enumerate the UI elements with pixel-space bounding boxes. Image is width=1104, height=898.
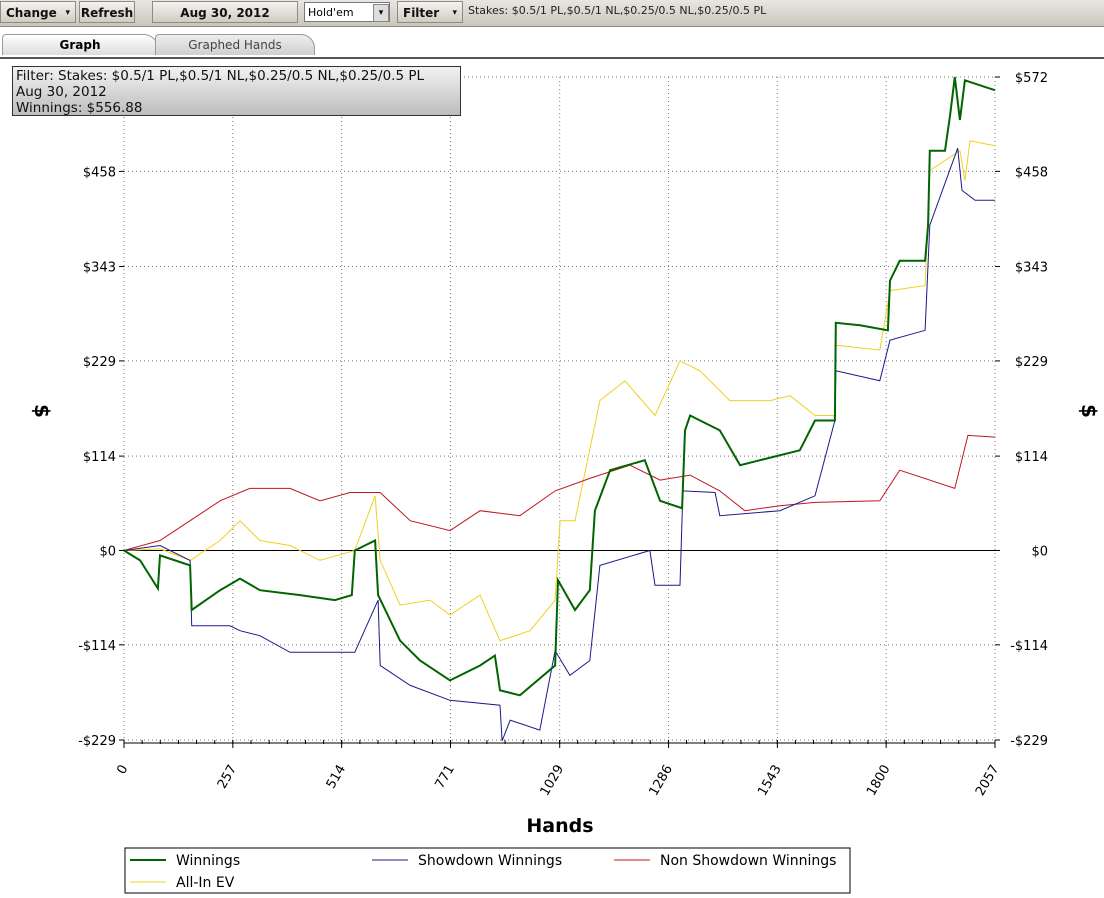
date-button[interactable]: Aug 30, 2012 — [152, 1, 298, 23]
y2-tick-label: $343 — [1015, 261, 1048, 276]
y-tick-label: -$229 — [78, 734, 116, 749]
series-line — [123, 76, 996, 697]
y-tick-label: -$114 — [78, 639, 116, 654]
legend-label: All-In EV — [176, 875, 235, 891]
x-tick-label: 257 — [215, 763, 240, 792]
y2-tick-label: $458 — [1015, 165, 1048, 180]
toolbar: Change Refresh Aug 30, 2012 Hold'em Filt… — [0, 0, 1104, 27]
x-tick-label: 2057 — [973, 763, 1003, 799]
tab-bar: Graph Graphed Hands — [0, 34, 1104, 59]
game-select[interactable]: Hold'em — [304, 2, 390, 22]
info-box: Filter: Stakes: $0.5/1 PL,$0.5/1 NL,$0.2… — [12, 66, 461, 116]
x-tick-label: 1029 — [538, 763, 568, 799]
y2-axis-label: $ — [1077, 404, 1101, 418]
x-tick-label: 1286 — [646, 763, 676, 799]
y-tick-label: $458 — [83, 165, 116, 180]
refresh-button[interactable]: Refresh — [79, 1, 135, 23]
legend-label: Winnings — [176, 853, 240, 869]
filter-button[interactable]: Filter — [397, 1, 463, 24]
x-tick-label: 1543 — [755, 763, 785, 799]
y-tick-label: $229 — [83, 355, 116, 370]
stakes-text: Stakes: $0.5/1 PL,$0.5/1 NL,$0.25/0.5 NL… — [468, 4, 767, 17]
series-line — [123, 140, 996, 642]
y-tick-label: $0 — [99, 544, 116, 559]
y2-tick-label: $114 — [1015, 450, 1048, 465]
info-winnings: Winnings: $556.88 — [16, 100, 143, 116]
x-tick-label: 0 — [114, 763, 131, 778]
x-tick-label: 514 — [324, 763, 349, 792]
legend-label: Non Showdown Winnings — [660, 853, 836, 869]
tab-graph[interactable]: Graph — [2, 34, 158, 55]
x-tick-label: 1800 — [864, 763, 894, 799]
x-axis-label: Hands — [526, 815, 593, 837]
legend-box — [124, 847, 851, 894]
y2-tick-label: -$229 — [1010, 734, 1048, 749]
info-filter: Filter: Stakes: $0.5/1 PL,$0.5/1 NL,$0.2… — [16, 68, 425, 84]
legend-label: Showdown Winnings — [418, 853, 562, 869]
y-tick-label: $343 — [83, 261, 116, 276]
change-button[interactable]: Change — [0, 1, 76, 24]
y2-tick-label: $0 — [1031, 544, 1048, 559]
y2-tick-label: -$114 — [1010, 639, 1048, 654]
x-tick-label: 771 — [433, 763, 458, 792]
y2-tick-label: $229 — [1015, 355, 1048, 370]
y2-tick-label: $572 — [1015, 71, 1048, 86]
tab-graphed-hands[interactable]: Graphed Hands — [155, 34, 315, 55]
y-axis-label: $ — [30, 404, 54, 418]
info-date: Aug 30, 2012 — [16, 84, 107, 100]
series-line — [123, 434, 996, 551]
y-tick-label: $114 — [83, 450, 116, 465]
series-line — [123, 148, 995, 741]
